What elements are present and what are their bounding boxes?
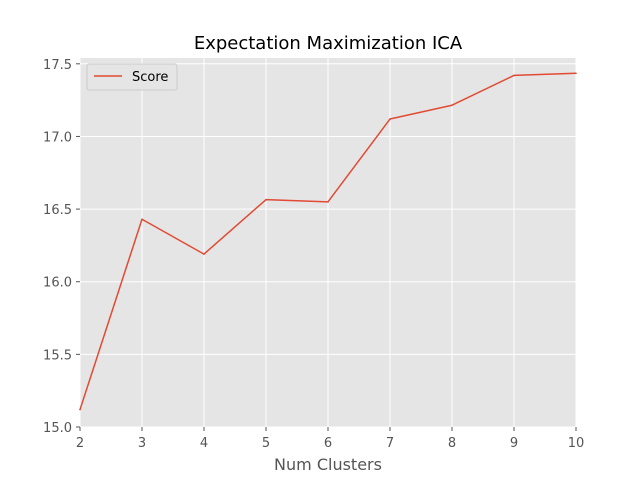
x-tick-label: 2	[76, 436, 84, 451]
legend-label: Score	[132, 70, 168, 85]
y-axis-ticks: 15.0 15.5 16.0 16.5 17.0 17.5	[43, 58, 80, 436]
data-point	[265, 198, 267, 201]
legend: Score	[86, 63, 178, 91]
series-group	[79, 72, 577, 411]
x-tick-label: 10	[568, 436, 585, 451]
x-tick-label: 6	[324, 436, 332, 451]
y-tick-label: 17.0	[43, 130, 72, 145]
data-point	[575, 72, 577, 75]
data-point	[327, 201, 329, 203]
x-axis-ticks: 2 3 4 5 6 7 8 9 10	[76, 427, 584, 451]
y-tick-label: 16.0	[43, 276, 72, 291]
x-tick-label: 3	[138, 436, 146, 451]
data-point	[451, 104, 453, 107]
data-point	[513, 74, 515, 77]
x-tick-label: 9	[510, 436, 518, 451]
x-axis-label: Num Clusters	[274, 455, 382, 474]
x-tick-label: 8	[448, 436, 456, 451]
x-tick-label: 5	[262, 436, 270, 451]
y-tick-label: 15.5	[43, 348, 72, 363]
y-tick-label: 17.5	[43, 58, 72, 73]
chart-title: Expectation Maximization ICA	[194, 33, 463, 54]
y-tick-label: 16.5	[43, 203, 72, 218]
data-point	[141, 218, 143, 221]
legend-box	[86, 63, 178, 91]
data-point	[203, 253, 205, 255]
x-tick-label: 7	[386, 436, 394, 451]
x-tick-label: 4	[200, 436, 208, 451]
y-tick-label: 15.0	[43, 421, 72, 436]
data-point	[389, 118, 391, 120]
data-point	[79, 408, 81, 411]
